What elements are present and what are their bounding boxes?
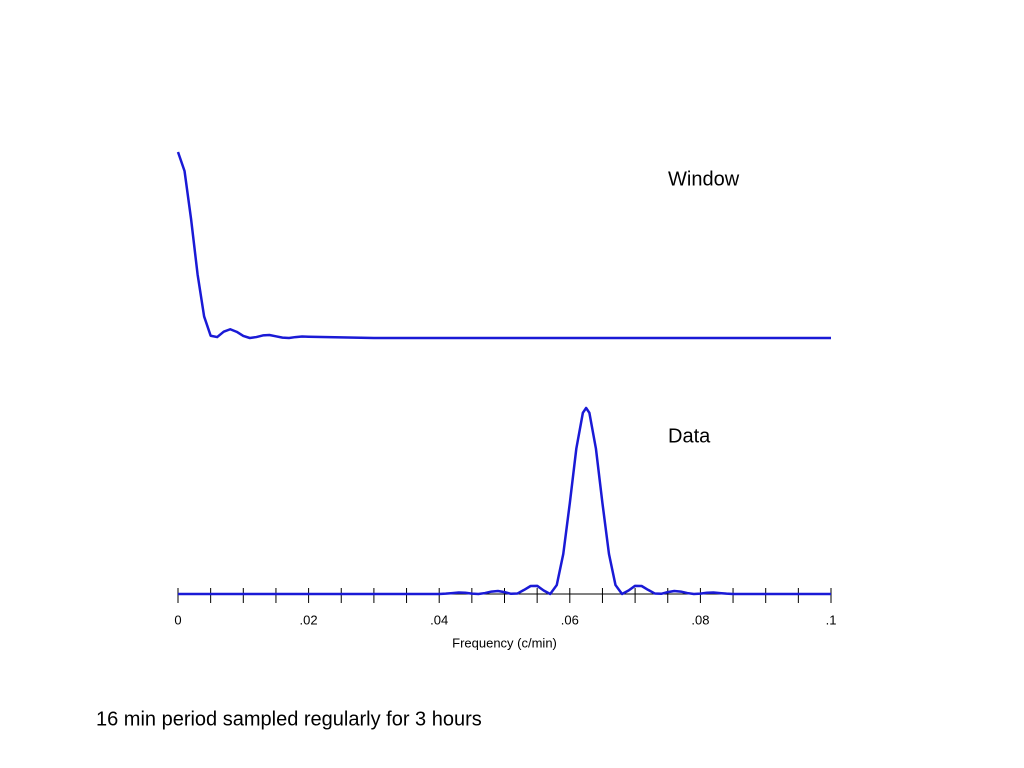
annotation: Window	[668, 168, 740, 190]
x-tick-label: .1	[826, 612, 837, 627]
x-tick-label: 0	[174, 612, 181, 627]
x-tick-label: .08	[691, 612, 709, 627]
data-line	[176, 151, 831, 340]
data-line	[178, 406, 831, 596]
x-axis-label: Frequency (c/min)	[452, 635, 557, 650]
annotation: Data	[668, 425, 711, 447]
x-tick-label: .06	[561, 612, 579, 627]
x-tick-label: .04	[430, 612, 448, 627]
caption: 16 min period sampled regularly for 3 ho…	[96, 708, 482, 730]
x-tick-label: .02	[300, 612, 318, 627]
